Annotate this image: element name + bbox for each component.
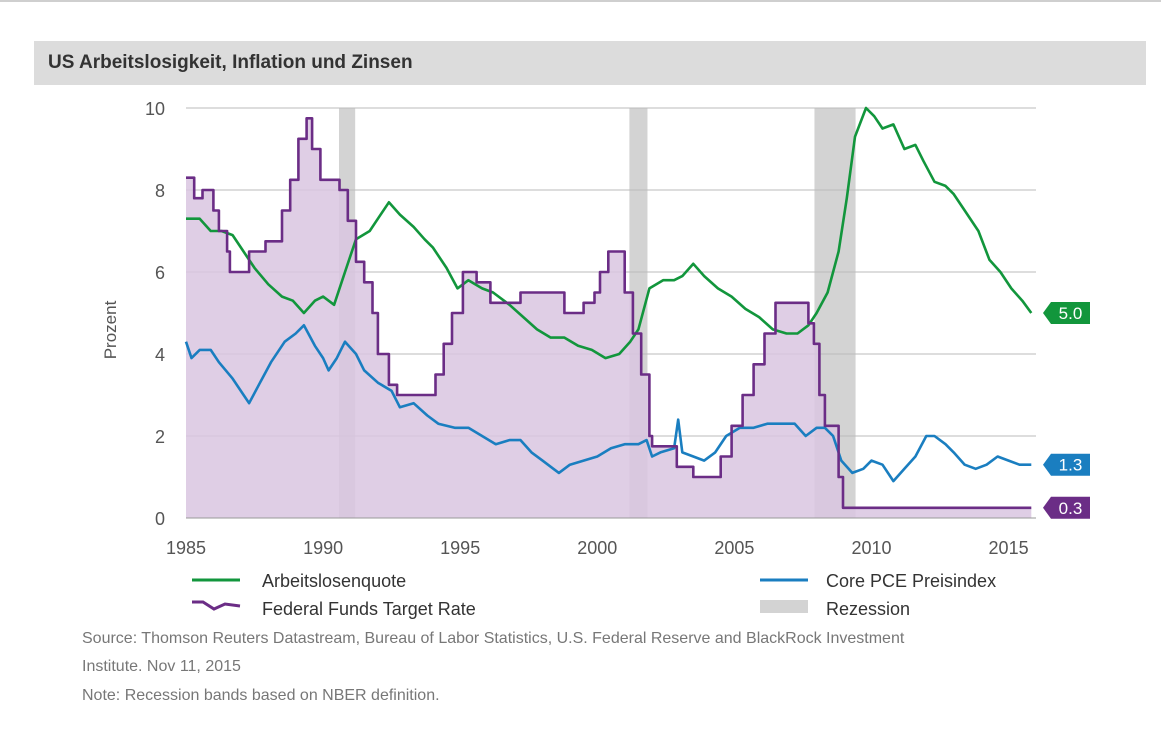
unemployment-end-tag-label: 5.0 — [1059, 304, 1083, 323]
y-tick-label: 8 — [155, 181, 165, 201]
y-axis-label: Prozent — [101, 300, 120, 359]
legend-label-unemployment: Arbeitslosenquote — [262, 571, 406, 591]
y-tick-label: 10 — [145, 99, 165, 119]
recession-note: Note: Recession bands based on NBER defi… — [82, 687, 440, 704]
fed-rate-area — [186, 118, 1032, 519]
fed-funds-end-tag: 0.3 — [1043, 496, 1090, 519]
top-divider — [0, 0, 1161, 2]
unemployment-end-tag-shape — [1043, 302, 1090, 324]
legend-label-pce: Core PCE Preisindex — [826, 571, 996, 591]
legend: Arbeitslosenquote Federal Funds Target R… — [192, 571, 996, 619]
core-pce-end-tag-shape — [1043, 453, 1090, 476]
legend-label-recession: Rezession — [826, 599, 910, 619]
series-lines — [184, 106, 1033, 510]
source-note-line1: Source: Thomson Reuters Datastream, Bure… — [82, 630, 905, 647]
legend-swatch-fed — [192, 600, 241, 611]
x-tick-label: 2010 — [851, 538, 891, 558]
fed-funds-end-tag-label: 0.3 — [1059, 499, 1083, 518]
x-tick-labels: 1985 1990 1995 2000 2005 2010 2015 — [166, 538, 1029, 558]
x-tick-label: 1990 — [303, 538, 343, 558]
core-pce-end-tag: 1.3 — [1043, 453, 1090, 476]
end-value-tags: 5.0 1.3 0.3 — [1043, 302, 1090, 519]
y-tick-label: 2 — [155, 427, 165, 447]
unemployment-end-tag: 5.0 — [1043, 302, 1090, 324]
legend-swatch-recession — [760, 600, 808, 613]
x-tick-label: 2015 — [989, 538, 1029, 558]
fed-funds-end-tag-shape — [1043, 496, 1090, 519]
x-tick-label: 1985 — [166, 538, 206, 558]
x-tick-label: 2005 — [714, 538, 754, 558]
fed-funds-line — [186, 117, 1032, 510]
x-tick-label: 2000 — [577, 538, 617, 558]
y-tick-label: 6 — [155, 263, 165, 283]
source-note-line2: Institute. Nov 11, 2015 — [82, 658, 241, 675]
x-tick-label: 1995 — [440, 538, 480, 558]
core-pce-end-tag-label: 1.3 — [1059, 456, 1083, 475]
y-tick-label: 4 — [155, 345, 165, 365]
title-bar: US Arbeitslosigkeit, Inflation und Zinse… — [34, 41, 1146, 85]
fed-area-fill — [186, 118, 1032, 519]
core-pce-line — [184, 324, 1032, 483]
unemployment-line — [186, 106, 1033, 360]
legend-label-fed: Federal Funds Target Rate — [262, 599, 476, 619]
y-tick-label: 0 — [155, 509, 165, 529]
chart-title: US Arbeitslosigkeit, Inflation und Zinse… — [48, 52, 413, 73]
y-tick-labels: 0 2 4 6 8 10 — [145, 99, 165, 529]
